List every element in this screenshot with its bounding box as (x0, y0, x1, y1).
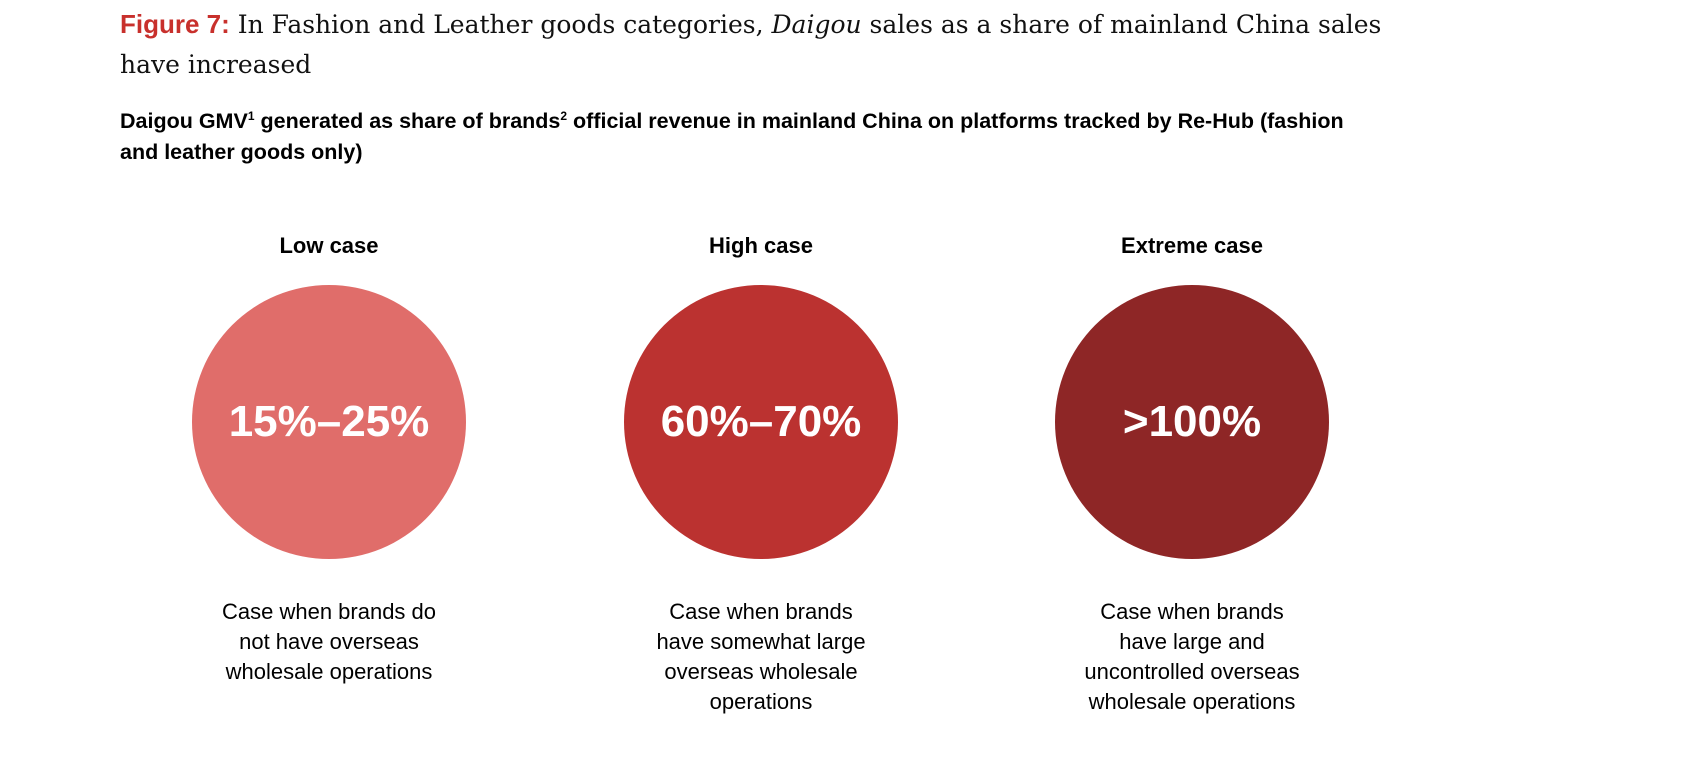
figure-subtitle: Daigou GMV1 generated as share of brands… (120, 106, 1370, 168)
title-italic: Daigou (771, 10, 862, 39)
case-value: 60%–70% (660, 397, 862, 446)
footnote-marker: 1 (247, 109, 255, 123)
circle-high-case: 60%–70% (624, 285, 898, 559)
figure-title: Figure 7: In Fashion and Leather goods c… (120, 4, 1420, 85)
footnote-marker: 2 (560, 109, 568, 123)
case-label: Extreme case (1121, 233, 1263, 258)
circle-low-case: 15%–25% (192, 285, 466, 559)
case-value: >100% (1122, 397, 1262, 446)
case-value: 15%–25% (228, 397, 430, 446)
case-label-extreme: Extreme case (982, 230, 1402, 262)
circle-extreme-case: >100% (1055, 285, 1329, 559)
subtitle-part: generated as share of brands (254, 109, 561, 133)
figure-label: Figure 7: (120, 9, 230, 39)
case-label: High case (709, 233, 813, 258)
case-label-high: High case (551, 230, 971, 262)
case-description-low: Case when brands do not have overseas wh… (221, 599, 437, 684)
case-label: Low case (279, 233, 379, 258)
title-text-before: In Fashion and Leather goods categories, (229, 10, 772, 39)
subtitle-part: Daigou GMV (120, 109, 248, 133)
case-description-extreme: Case when brands have large and uncontro… (1084, 599, 1300, 714)
subtitle-part: official revenue in mainland China on pl… (120, 109, 1344, 164)
title-text-after: sales as a share of mainland China sales… (120, 10, 1382, 79)
case-label-low: Low case (119, 230, 539, 262)
case-description-high: Case when brands have somewhat large ove… (656, 599, 866, 714)
